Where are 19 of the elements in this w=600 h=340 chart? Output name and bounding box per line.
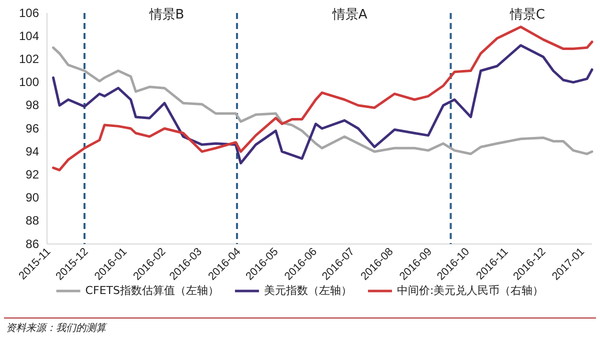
annotation: 情景A [331, 8, 368, 23]
y-tick-label: 86 [26, 236, 40, 251]
y-tick-label: 100 [18, 75, 40, 90]
line-series [52, 26, 594, 172]
legend-label: 中间价:美元兑人民币（右轴） [396, 284, 544, 298]
y-tick-label: 88 [26, 214, 40, 228]
y-tick-label: 94 [26, 144, 40, 158]
text: 资料来源：我们的测算 [6, 322, 108, 334]
annotation: 情景C [508, 8, 545, 23]
y-tick-label: 92 [26, 168, 40, 182]
annotation: 情景B [148, 8, 184, 23]
legend-label: CFETS指数估算值（左轴） [85, 284, 219, 298]
y-tick-label: 104 [18, 28, 40, 43]
legend-label: 美元指数（左轴） [264, 284, 352, 298]
y-tick-label: 98 [26, 98, 40, 112]
y-tick-label: 102 [18, 52, 40, 66]
y-tick-label: 90 [26, 190, 40, 205]
y-tick-label: 106 [18, 6, 40, 20]
y-tick-label: 96 [26, 121, 40, 136]
